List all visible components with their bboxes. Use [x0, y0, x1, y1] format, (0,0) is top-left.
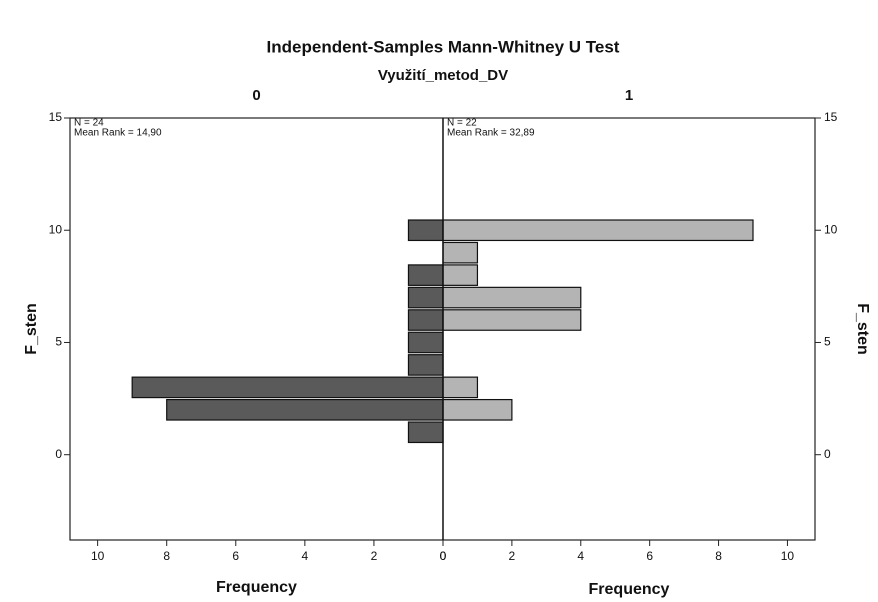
x-tick-label: 2	[371, 549, 378, 563]
x-tick-label: 0	[440, 549, 447, 563]
bar	[407, 421, 444, 444]
annotation: N = 24	[74, 118, 104, 129]
y-tick-label: 15	[49, 110, 63, 124]
bar	[407, 354, 444, 376]
y-axis-label: F_sten	[854, 303, 871, 355]
y-axis-label: F_sten	[23, 303, 40, 355]
x-axis-label: Frequency	[216, 579, 297, 596]
bar	[407, 264, 444, 286]
chart-subtitle: Využití_metod_DV	[378, 67, 508, 84]
bar	[442, 376, 479, 399]
bar	[442, 219, 754, 242]
bar	[131, 376, 444, 399]
x-tick-label: 6	[232, 549, 239, 563]
bar	[407, 331, 444, 354]
bar	[407, 219, 444, 242]
bar	[442, 241, 479, 264]
y-tick-label: 15	[824, 110, 838, 124]
chart-title: Independent-Samples Mann-Whitney U Test	[267, 37, 620, 56]
y-tick-label: 0	[55, 447, 62, 461]
x-tick-label: 10	[781, 549, 795, 563]
x-tick-label: 8	[163, 549, 170, 563]
x-tick-label: 10	[91, 549, 105, 563]
bar	[407, 309, 444, 331]
bar	[442, 286, 582, 309]
bar	[442, 264, 479, 286]
annotation: Mean Rank = 14,90	[74, 128, 162, 139]
y-tick-label: 5	[824, 335, 831, 349]
y-tick-label: 10	[824, 222, 838, 236]
x-tick-label: 4	[302, 549, 309, 563]
bar	[442, 309, 582, 331]
x-tick-label: 6	[646, 549, 653, 563]
annotation: N = 22	[447, 118, 477, 129]
x-tick-label: 0	[440, 549, 447, 563]
bar	[442, 398, 513, 421]
panel-label: 0	[252, 87, 260, 104]
x-tick-label: 8	[715, 549, 722, 563]
y-tick-label: 0	[824, 447, 831, 461]
x-tick-label: 2	[509, 549, 516, 563]
annotation: Mean Rank = 32,89	[447, 128, 535, 139]
bar	[407, 286, 444, 309]
x-axis-label: Frequency	[589, 581, 670, 598]
x-tick-label: 4	[577, 549, 584, 563]
y-tick-label: 5	[55, 335, 62, 349]
y-tick-label: 10	[49, 222, 63, 236]
bar	[166, 398, 444, 421]
panel-label: 1	[625, 87, 633, 104]
